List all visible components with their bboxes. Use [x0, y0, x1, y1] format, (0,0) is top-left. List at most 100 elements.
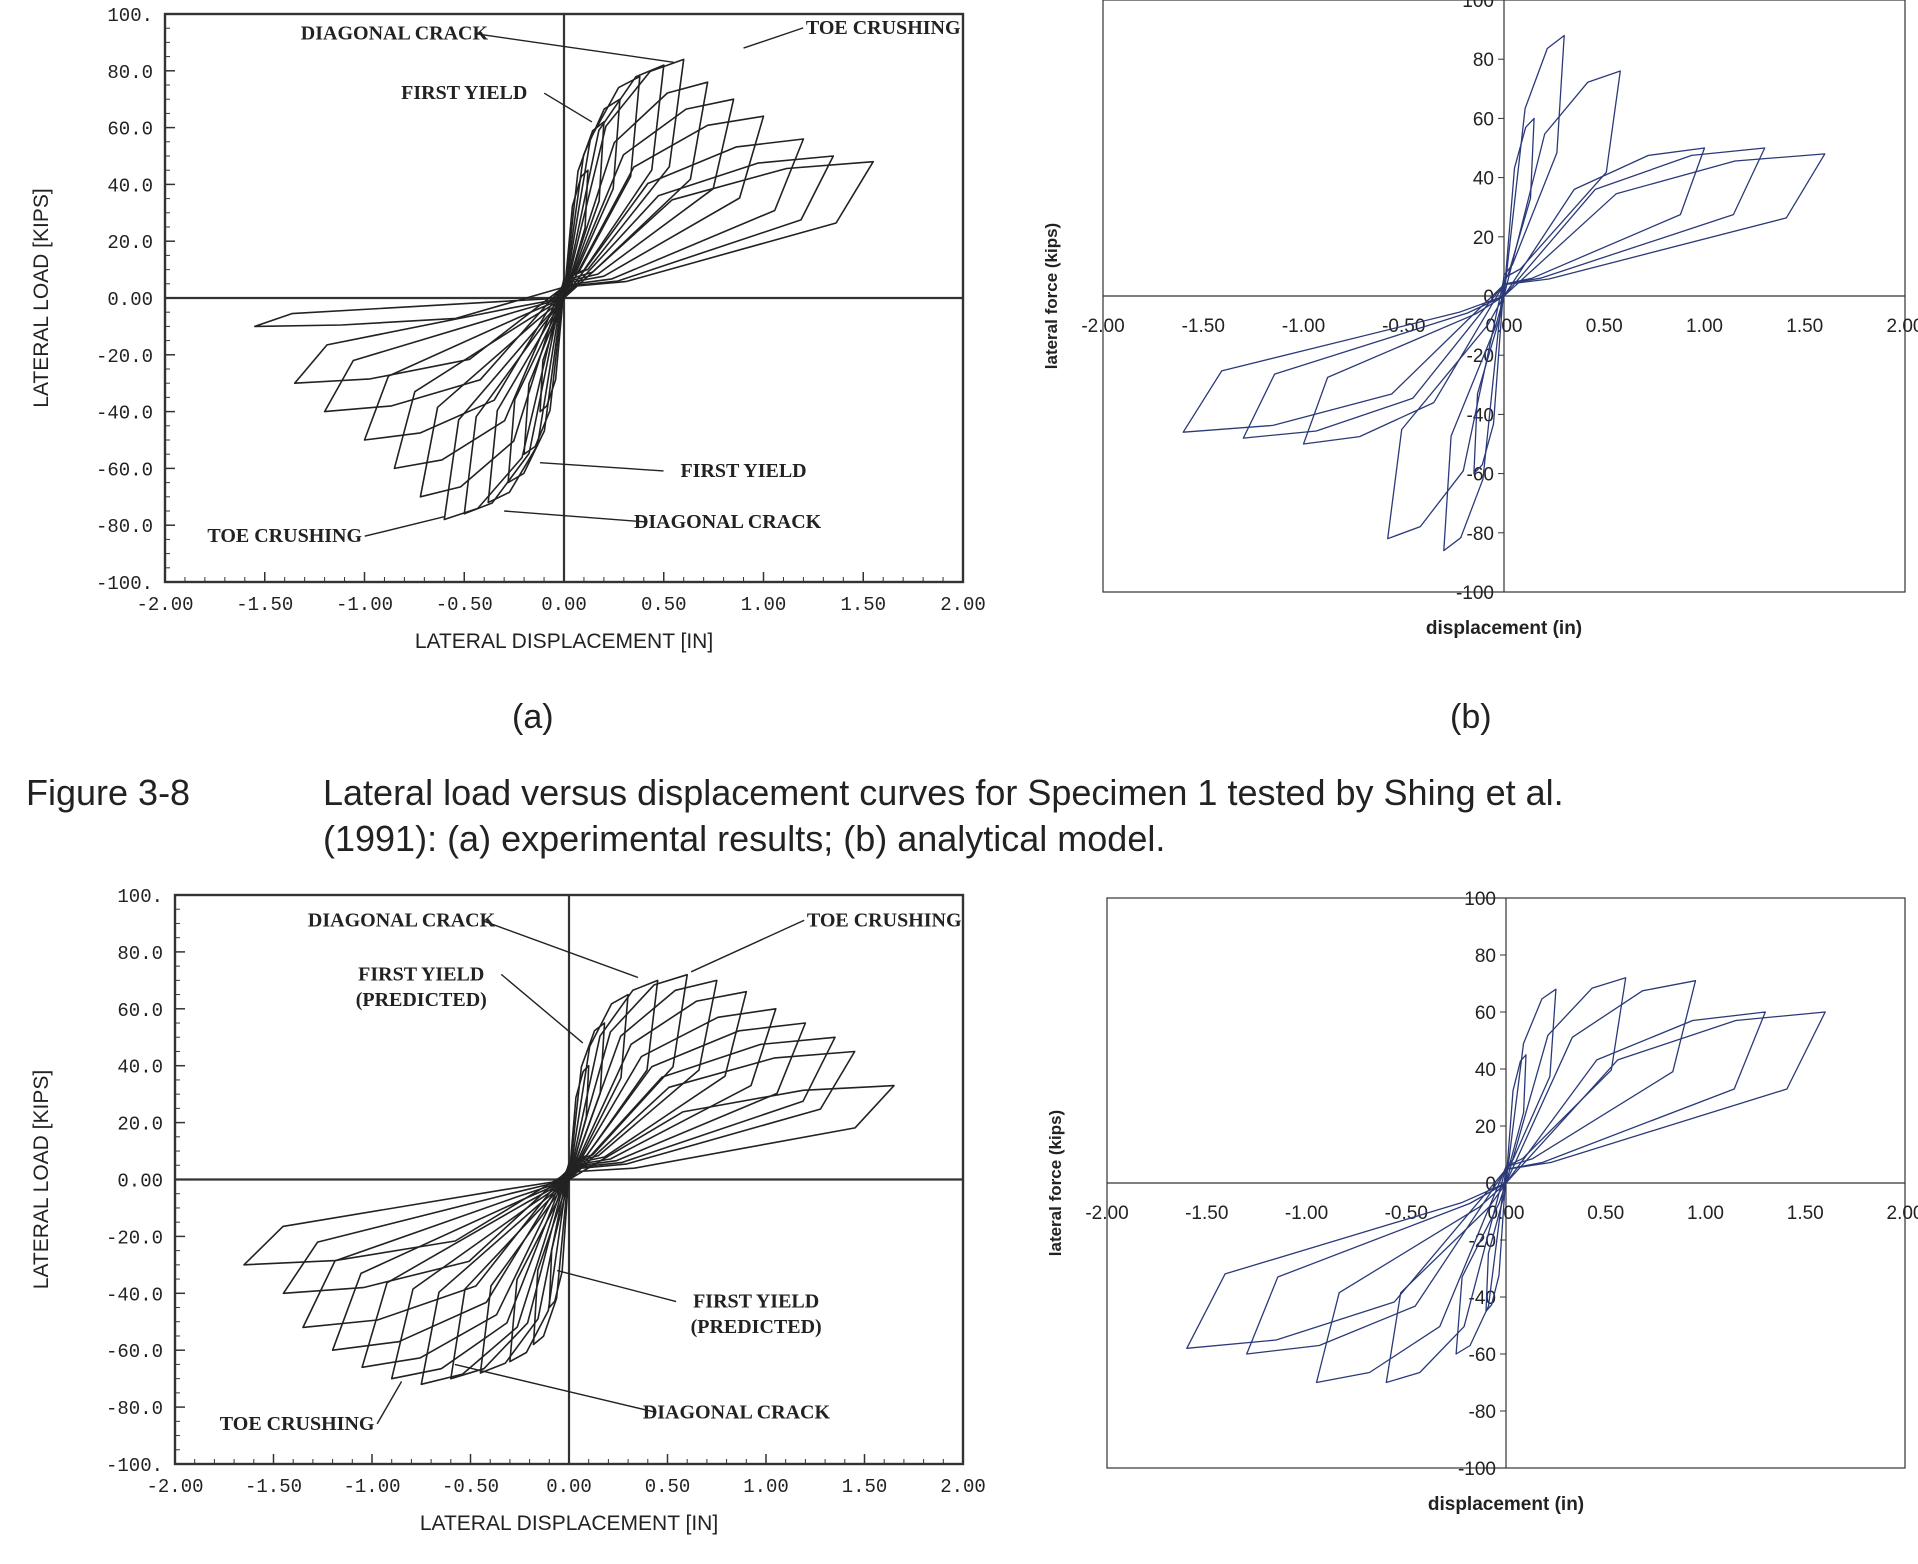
annotation-label: TOE CRUSHING — [207, 525, 362, 547]
y-tick-label: -20 — [1469, 1231, 1496, 1252]
y-tick-label: 20.0 — [107, 232, 153, 254]
y-tick-label: -80 — [1469, 1402, 1496, 1423]
x-tick-label: 1.00 — [743, 1476, 789, 1498]
annotation-leader-line — [500, 973, 584, 1044]
y-tick-label: 40 — [1473, 169, 1494, 190]
x-tick-label: -2.00 — [146, 1476, 203, 1498]
y-tick-label: 60.0 — [117, 1000, 163, 1022]
hysteresis-loop — [361, 1008, 777, 1369]
y-tick-label: 40.0 — [107, 175, 153, 197]
x-tick-label: -1.50 — [245, 1476, 302, 1498]
y-tick-label: -60.0 — [96, 459, 153, 481]
caption-text: Lateral load versus displacement curves … — [323, 770, 1773, 862]
hysteresis-loop — [419, 81, 709, 498]
y-tick-label: 60 — [1473, 109, 1494, 130]
y-tick-label: -40 — [1469, 1288, 1496, 1309]
hysteresis-loop — [331, 1022, 807, 1351]
y-tick-label: 0.00 — [107, 289, 153, 311]
hysteresis-series — [243, 973, 895, 1386]
annotation-leader-line — [540, 462, 664, 472]
y-tick-label: 100 — [1462, 0, 1494, 12]
y-tick-label: -20.0 — [106, 1227, 163, 1249]
y-tick-label: 100. — [107, 5, 153, 27]
annotation-leader-line — [543, 92, 593, 123]
y-tick-label: 80 — [1475, 946, 1496, 967]
x-tick-label: -0.50 — [442, 1476, 499, 1498]
annotation-leader-line — [376, 1381, 403, 1425]
y-tick-label: -40.0 — [96, 403, 153, 425]
y-tick-label: 40.0 — [117, 1057, 163, 1079]
x-tick-label: -0.50 — [436, 594, 493, 616]
y-tick-label: 0 — [1483, 287, 1494, 308]
y-tick-label: 100. — [117, 886, 163, 908]
x-tick-label: 1.00 — [741, 594, 787, 616]
hysteresis-series — [254, 58, 874, 521]
x-tick-label: 2.00 — [1887, 316, 1918, 337]
hysteresis-loop — [1315, 980, 1697, 1384]
y-tick-label: -60 — [1467, 465, 1494, 486]
x-tick-label: 1.50 — [840, 594, 886, 616]
annotation-leader-line — [743, 27, 804, 49]
hysteresis-series — [1186, 977, 1826, 1384]
y-tick-label: 60 — [1475, 1003, 1496, 1024]
y-tick-label: -80.0 — [106, 1398, 163, 1420]
x-tick-label: 0.50 — [641, 594, 687, 616]
x-tick-label: -1.50 — [1185, 1203, 1228, 1224]
annotation-leader-line — [504, 510, 648, 523]
y-tick-label: -100. — [96, 573, 153, 595]
x-tick-label: -2.00 — [136, 594, 193, 616]
x-tick-label: 1.50 — [842, 1476, 888, 1498]
subfigure-label-b: (b) — [1450, 698, 1492, 736]
x-axis-title: displacement (in) — [1426, 618, 1582, 639]
y-tick-label: -100 — [1458, 1459, 1496, 1480]
annotation-leader-line — [690, 919, 805, 973]
x-tick-label: 0.00 — [546, 1476, 592, 1498]
caption-line-2: (1991): (a) experimental results; (b) an… — [323, 818, 1166, 859]
x-tick-label: 0.50 — [1586, 316, 1623, 337]
annotation-label: TOE CRUSHING — [807, 909, 962, 931]
x-axis-title: displacement (in) — [1428, 1494, 1584, 1515]
hysteresis-loop — [1186, 1011, 1826, 1349]
x-tick-label: 1.50 — [1787, 1203, 1824, 1224]
annotation-leader-line — [364, 516, 445, 537]
x-tick-label: 0.50 — [645, 1476, 691, 1498]
y-tick-label: 20.0 — [117, 1114, 163, 1136]
x-tick-label: -2.00 — [1085, 1203, 1128, 1224]
y-tick-label: -40.0 — [106, 1284, 163, 1306]
annotation-label: TOE CRUSHING — [220, 1413, 375, 1435]
annotation-leader-line — [454, 1363, 657, 1414]
annotation-label: FIRST YIELD — [401, 82, 527, 104]
y-tick-label: -60 — [1469, 1345, 1496, 1366]
caption-number: Figure 3-8 — [26, 772, 191, 813]
hysteresis-loop — [282, 1050, 856, 1295]
figure-caption: Figure 3-8 Lateral load versus displacem… — [26, 770, 1906, 870]
x-tick-label: -0.50 — [1385, 1203, 1428, 1224]
annotation-label: DIAGONAL CRACK — [301, 23, 489, 45]
annotation-label: FIRST YIELD — [358, 963, 484, 985]
x-tick-label: 1.00 — [1686, 316, 1723, 337]
y-tick-label: 40 — [1475, 1060, 1496, 1081]
chart-analytical-bottom: -2.00-1.50-1.00-0.500.000.501.001.502.00… — [1046, 889, 1918, 1515]
y-tick-label: -80.0 — [96, 516, 153, 538]
annotation-label: (PREDICTED) — [356, 989, 487, 1011]
hysteresis-loop — [323, 138, 805, 413]
x-tick-label: 2.00 — [1887, 1203, 1918, 1224]
hysteresis-loop — [1387, 70, 1621, 540]
hysteresis-loop — [254, 160, 874, 328]
annotation-label: FIRST YIELD — [680, 460, 806, 482]
y-tick-label: 60.0 — [107, 119, 153, 141]
annotation-label: FIRST YIELD — [693, 1291, 819, 1313]
x-tick-label: 2.00 — [940, 594, 986, 616]
chart-analytical-top: -2.00-1.50-1.00-0.500.000.501.001.502.00… — [1042, 0, 1918, 639]
y-tick-label: 0.00 — [117, 1171, 163, 1193]
x-tick-label: 1.50 — [1786, 316, 1823, 337]
hysteresis-loop — [1485, 1054, 1527, 1312]
annotation-label: (PREDICTED) — [691, 1316, 822, 1338]
annotation-leader-line — [474, 32, 674, 63]
y-tick-label: -80 — [1467, 524, 1494, 545]
y-axis-title: LATERAL LOAD [KIPS] — [30, 1070, 53, 1289]
y-tick-label: 80.0 — [117, 943, 163, 965]
y-tick-label: -60.0 — [106, 1341, 163, 1363]
y-tick-label: 80.0 — [107, 62, 153, 84]
